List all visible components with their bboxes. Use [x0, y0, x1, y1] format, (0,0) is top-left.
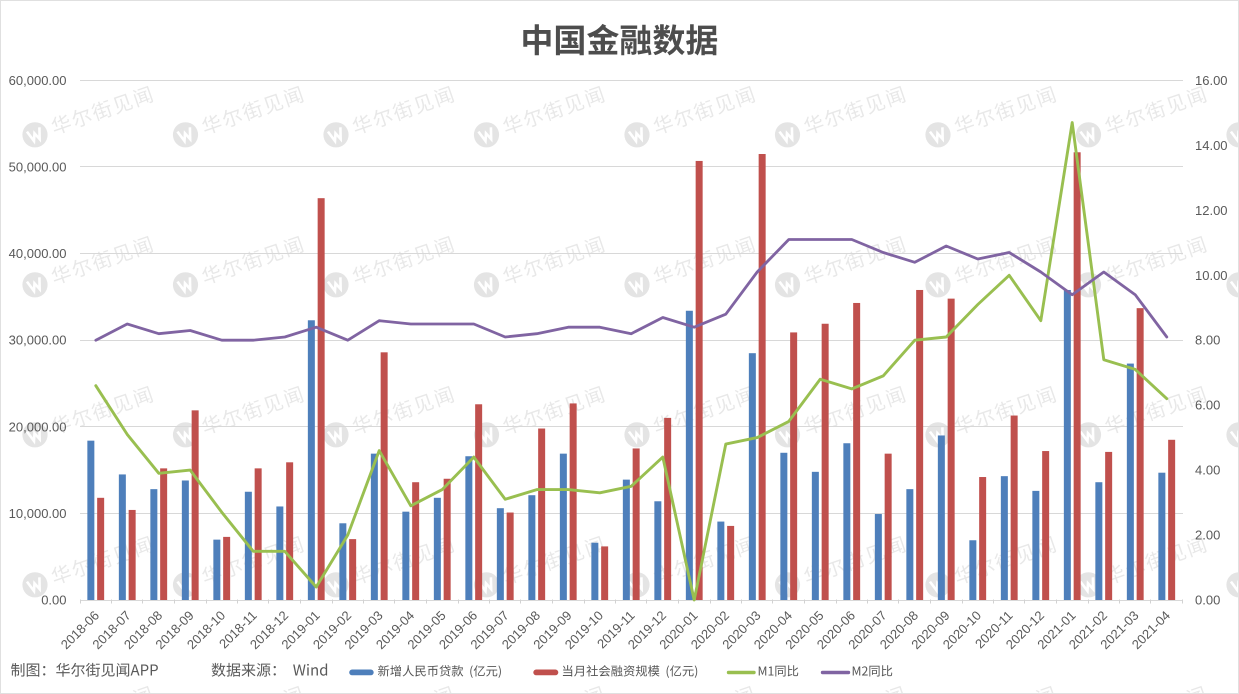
svg-text:0.00: 0.00: [1195, 593, 1220, 608]
svg-text:20,000.00: 20,000.00: [9, 419, 67, 434]
svg-text:8.00: 8.00: [1195, 333, 1220, 348]
svg-text:2.00: 2.00: [1195, 528, 1220, 543]
svg-text:10,000.00: 10,000.00: [9, 506, 67, 521]
svg-text:40,000.00: 40,000.00: [9, 246, 67, 261]
svg-text:4.00: 4.00: [1195, 463, 1220, 478]
svg-text:0.00: 0.00: [41, 593, 66, 608]
svg-text:12.00: 12.00: [1195, 203, 1228, 218]
svg-text:16.00: 16.00: [1195, 73, 1228, 88]
svg-text:10.00: 10.00: [1195, 268, 1228, 283]
svg-text:30,000.00: 30,000.00: [9, 333, 67, 348]
svg-text:50,000.00: 50,000.00: [9, 160, 67, 175]
svg-text:60,000.00: 60,000.00: [9, 73, 67, 88]
svg-text:14.00: 14.00: [1195, 138, 1228, 153]
svg-text:6.00: 6.00: [1195, 398, 1220, 413]
